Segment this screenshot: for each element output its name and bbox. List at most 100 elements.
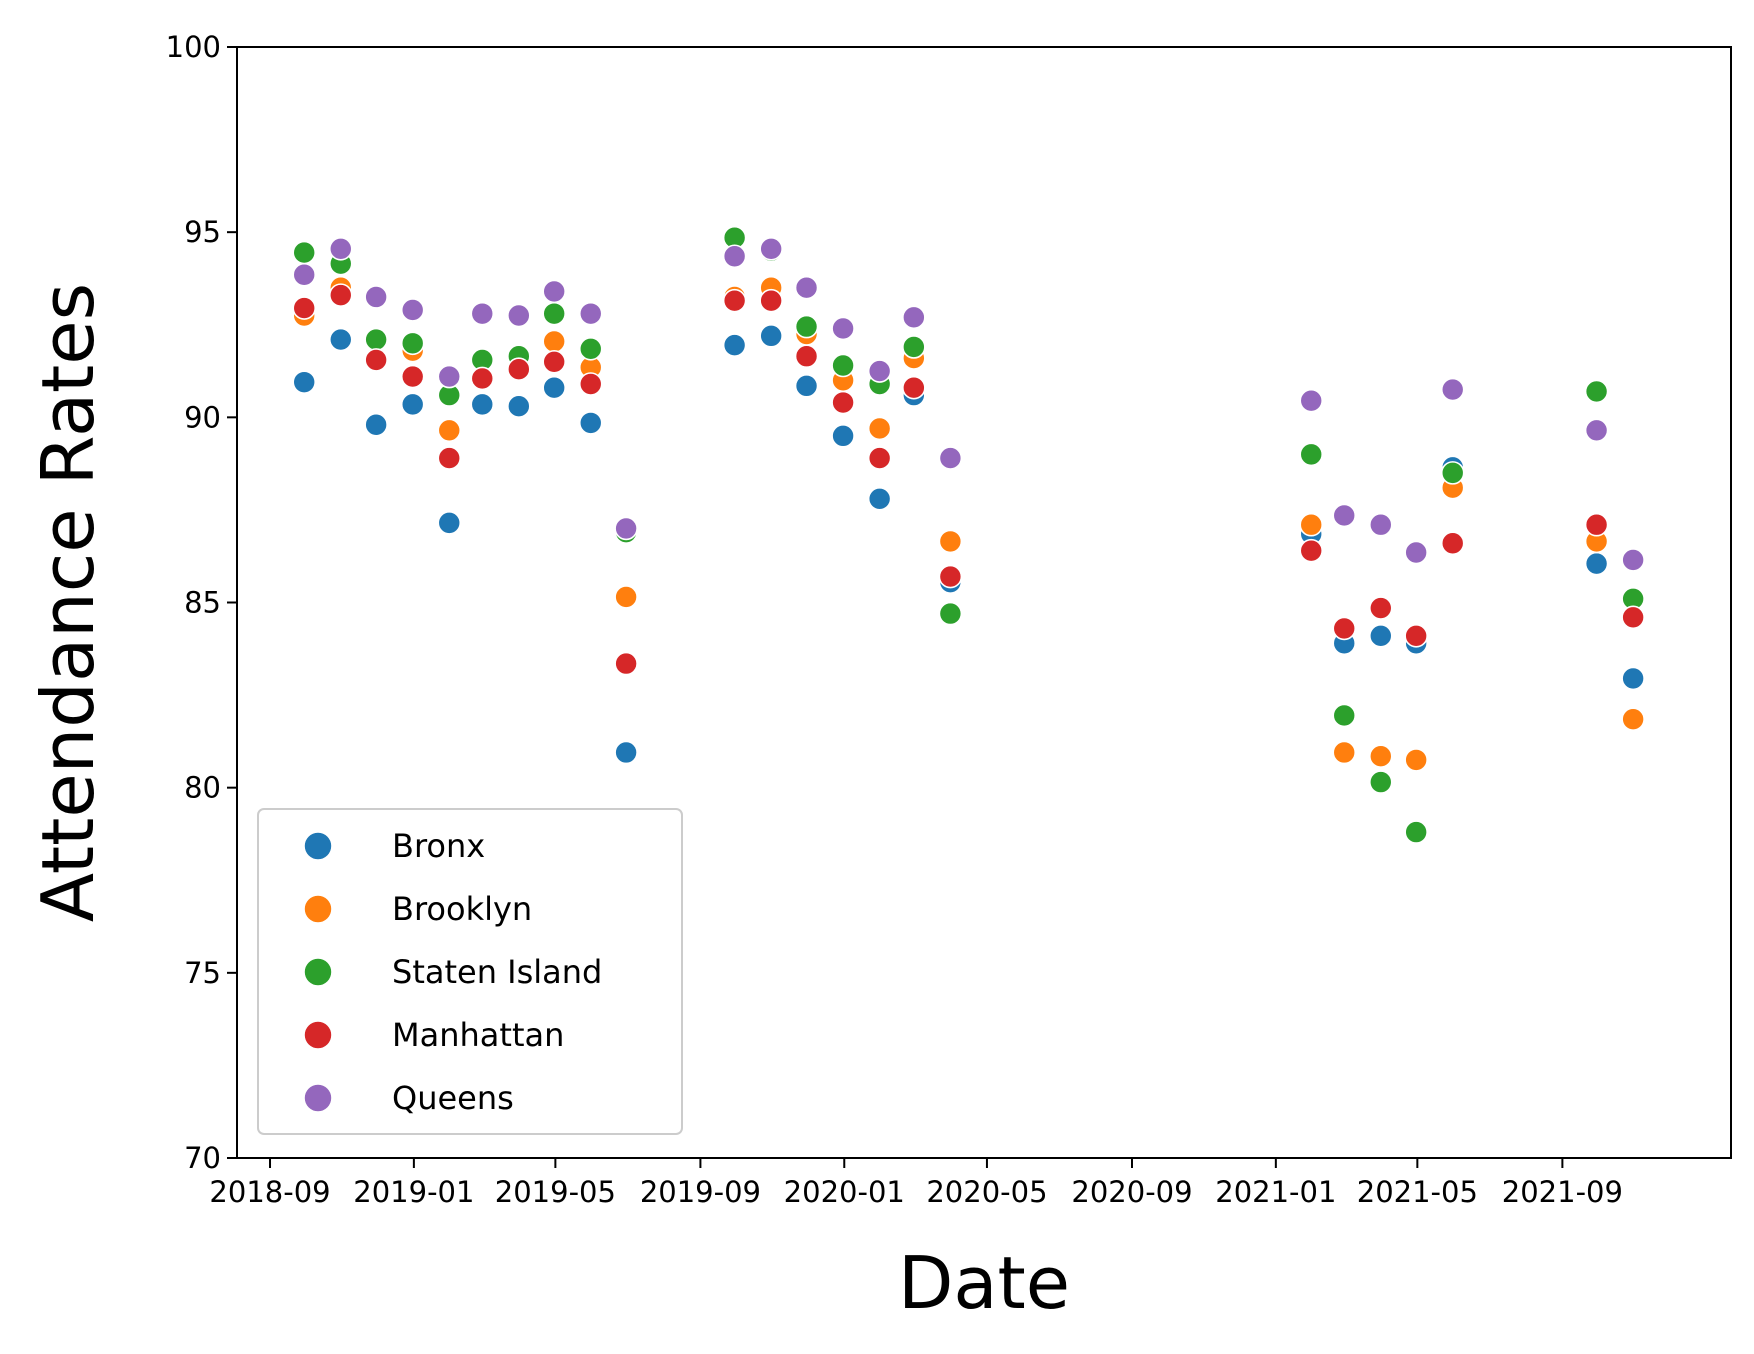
data-point-manhattan <box>578 372 603 396</box>
data-point-brooklyn <box>542 329 566 354</box>
data-point-manhattan <box>507 357 531 381</box>
data-point-queens <box>292 262 317 287</box>
legend-marker <box>303 957 333 987</box>
data-point-staten-island <box>400 331 425 356</box>
data-point-queens <box>1404 540 1428 565</box>
legend-label: Staten Island <box>392 953 602 991</box>
data-point-bronx <box>437 511 462 535</box>
y-tick-label: 70 <box>184 1141 221 1175</box>
data-point-staten-island <box>831 353 855 378</box>
data-point-bronx <box>578 411 603 435</box>
data-point-manhattan <box>938 564 963 589</box>
data-point-manhattan <box>1440 531 1465 556</box>
data-point-brooklyn <box>1621 707 1645 731</box>
data-point-staten-island <box>364 327 388 352</box>
data-point-staten-island <box>1584 379 1609 404</box>
data-point-staten-island <box>1440 461 1465 485</box>
data-point-manhattan <box>759 288 783 313</box>
data-point-queens <box>831 316 855 341</box>
x-tick-label: 2020-01 <box>784 1175 905 1209</box>
x-tick-label: 2020-09 <box>1071 1175 1192 1209</box>
data-point-manhattan <box>1404 624 1428 648</box>
data-point-manhattan <box>867 446 892 470</box>
data-point-brooklyn <box>1404 748 1428 772</box>
data-point-bronx <box>542 375 566 400</box>
data-point-queens <box>400 298 425 322</box>
data-point-brooklyn <box>437 418 462 443</box>
data-point-manhattan <box>902 375 926 400</box>
data-point-manhattan <box>1299 538 1324 563</box>
legend-label: Queens <box>392 1079 514 1117</box>
legend: Bronx Brooklyn Staten Island Manhattan Queen… <box>257 808 683 1135</box>
data-point-queens <box>794 275 819 300</box>
data-point-bronx <box>759 324 783 348</box>
data-point-queens <box>1368 512 1393 537</box>
data-point-manhattan <box>292 296 317 320</box>
y-tick-label: 75 <box>184 956 221 990</box>
data-point-staten-island <box>1404 820 1428 844</box>
y-tick-label: 80 <box>184 771 221 805</box>
data-point-staten-island <box>902 335 926 359</box>
data-point-bronx <box>831 424 855 448</box>
data-point-bronx <box>1368 624 1393 648</box>
x-tick-label: 2019-09 <box>640 1175 761 1209</box>
data-point-manhattan <box>364 348 388 372</box>
x-tick-label: 2021-05 <box>1357 1175 1478 1209</box>
data-point-manhattan <box>437 446 462 470</box>
data-point-staten-island <box>542 301 566 326</box>
data-point-queens <box>902 305 926 330</box>
data-point-staten-island <box>292 240 317 265</box>
data-point-queens <box>938 446 963 470</box>
data-point-bronx <box>328 327 353 352</box>
data-point-brooklyn <box>938 529 963 554</box>
data-point-bronx <box>614 740 638 765</box>
data-point-bronx <box>867 487 892 511</box>
data-point-brooklyn <box>1368 744 1393 768</box>
data-point-queens <box>867 359 892 383</box>
axes: 70 75 80 85 90 95 100 2018-09 2019-01 2019-05 2019… <box>26 30 1732 1325</box>
x-tick-label: 2020-05 <box>926 1175 1047 1209</box>
data-point-manhattan <box>1368 596 1393 620</box>
legend-label: Manhattan <box>392 1016 564 1054</box>
data-point-bronx <box>794 374 819 398</box>
data-point-brooklyn <box>614 585 638 609</box>
data-point-queens <box>1332 503 1357 528</box>
y-tick-label: 95 <box>184 215 221 249</box>
data-point-manhattan <box>794 344 819 369</box>
data-point-manhattan <box>1621 605 1645 630</box>
data-point-queens <box>614 516 638 541</box>
data-point-queens <box>722 244 747 269</box>
legend-marker <box>303 1020 333 1050</box>
x-tick-label: 2019-01 <box>353 1175 474 1209</box>
data-point-manhattan <box>470 366 495 391</box>
data-point-manhattan <box>831 390 855 415</box>
data-point-queens <box>759 237 783 261</box>
data-point-brooklyn <box>1332 740 1357 765</box>
data-point-manhattan <box>722 288 747 313</box>
data-point-bronx <box>470 392 495 417</box>
legend-marker <box>303 894 333 924</box>
legend-box <box>257 808 683 1135</box>
data-point-bronx <box>507 394 531 419</box>
x-axis-label: Date <box>898 1241 1070 1325</box>
data-point-queens <box>437 364 462 389</box>
legend-marker <box>303 1083 333 1113</box>
data-point-staten-island <box>1332 703 1357 728</box>
x-tick-label: 2021-01 <box>1215 1175 1336 1209</box>
data-point-queens <box>578 301 603 326</box>
x-tick-label: 2021-09 <box>1502 1175 1623 1209</box>
legend-marker <box>303 831 333 861</box>
data-point-brooklyn <box>1299 512 1324 537</box>
legend-label: Brooklyn <box>392 890 532 928</box>
y-tick-label: 90 <box>184 400 221 434</box>
x-tick-label: 2019-05 <box>495 1175 616 1209</box>
data-point-manhattan <box>1332 616 1357 641</box>
data-point-queens <box>542 279 566 304</box>
legend-label: Bronx <box>392 827 485 865</box>
data-point-bronx <box>1621 666 1645 691</box>
data-point-queens <box>364 285 388 309</box>
data-point-manhattan <box>1584 512 1609 537</box>
data-point-queens <box>470 301 495 326</box>
